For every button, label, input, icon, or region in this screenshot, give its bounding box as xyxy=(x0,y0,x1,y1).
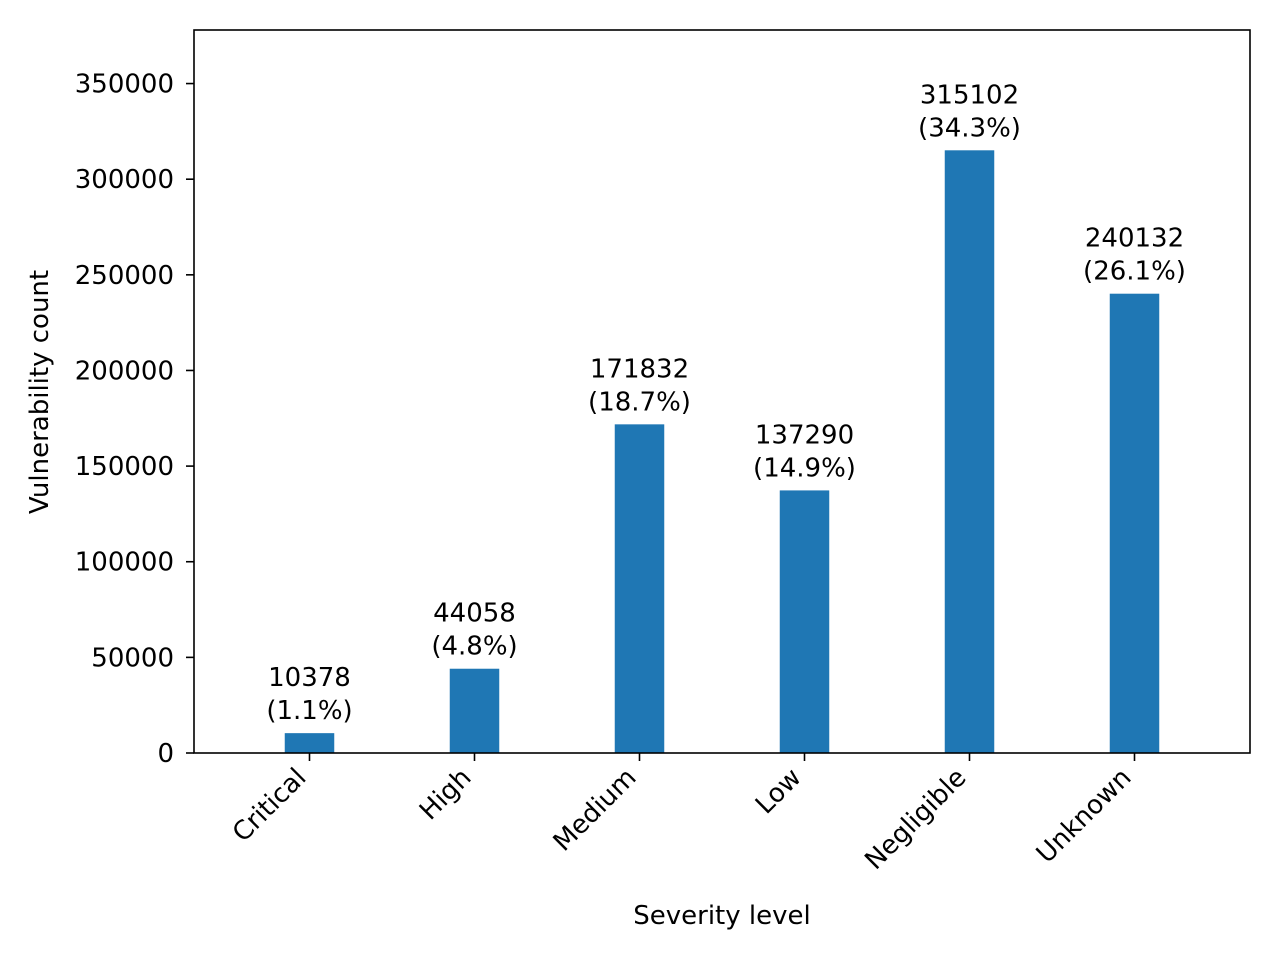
bar-percent-label: (4.8%) xyxy=(431,632,517,662)
y-tick-label: 100000 xyxy=(75,548,174,578)
y-tick-label: 350000 xyxy=(75,70,174,100)
plot-frame xyxy=(193,29,1251,754)
x-tick-label-critical: Critical xyxy=(227,763,313,849)
y-tick-label: 0 xyxy=(157,739,174,769)
x-tick-label-low: Low xyxy=(750,763,807,820)
bar-value-label: 137290 xyxy=(755,420,854,450)
bar-unknown xyxy=(1109,293,1160,753)
bar-value-label: 315102 xyxy=(920,80,1019,110)
bar-percent-label: (1.1%) xyxy=(266,696,352,726)
bar-percent-label: (26.1%) xyxy=(1083,257,1186,287)
y-tick-label: 150000 xyxy=(75,452,174,482)
bar-low xyxy=(779,490,830,753)
bar-percent-label: (34.3%) xyxy=(918,113,1021,143)
y-axis: 0 50000 100000 150000 200000 250000 300000 3500… xyxy=(75,70,194,769)
y-tick-label: 300000 xyxy=(75,165,174,195)
bar-value-label: 171832 xyxy=(590,354,689,384)
y-tick-label: 250000 xyxy=(75,261,174,291)
x-tick-label-unknown: Unknown xyxy=(1031,763,1138,870)
bar-value-label: 10378 xyxy=(268,663,351,693)
bar-high xyxy=(449,668,500,753)
bar-critical xyxy=(284,733,335,753)
x-tick-label-medium: Medium xyxy=(548,763,643,858)
bar-medium xyxy=(614,424,665,753)
bars-group xyxy=(284,150,1160,754)
bar-percent-label: (14.9%) xyxy=(753,453,856,483)
x-axis-label: Severity level xyxy=(633,901,810,931)
bar-value-label: 44058 xyxy=(433,599,516,629)
y-axis-label: Vulnerability count xyxy=(25,270,55,514)
x-tick-label-negligible: Negligible xyxy=(859,763,972,876)
y-tick-label: 200000 xyxy=(75,356,174,386)
x-tick-label-high: High xyxy=(414,763,477,826)
value-labels-group: 10378(1.1%) 44058(4.8%) 171832(18.7%) 13729… xyxy=(266,80,1186,726)
x-axis: Critical High Medium Low Negligible Unknown xyxy=(227,753,1138,876)
bar-value-label: 240132 xyxy=(1085,224,1184,254)
y-tick-label: 50000 xyxy=(91,643,174,673)
bar-negligible xyxy=(944,150,995,754)
bar-percent-label: (18.7%) xyxy=(588,387,691,417)
